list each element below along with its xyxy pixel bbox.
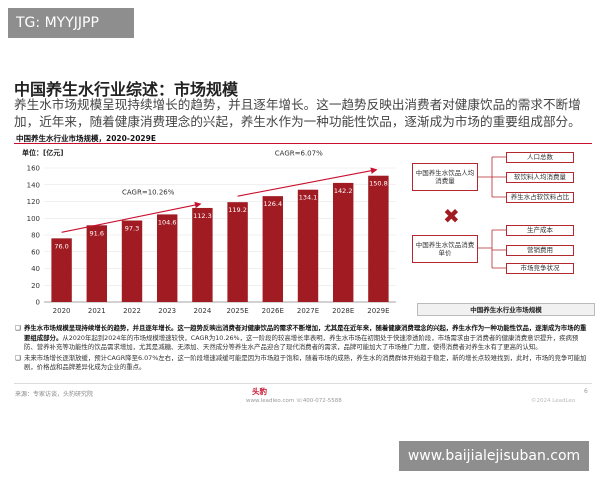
flow-item-top-3: 养生水占软饮料占比 (506, 192, 574, 203)
flow-result: 中国养生水行业市场规模 (417, 303, 595, 316)
x-tick-label: 2029E (367, 307, 389, 315)
y-tick-label: 40 (31, 265, 40, 273)
cagr-label: CAGR=6.07% (275, 150, 323, 158)
y-tick-label: 160 (27, 165, 40, 173)
bar-value-label: 76.0 (54, 242, 68, 250)
y-tick-label: 120 (27, 198, 40, 206)
bar-value-label: 126.4 (263, 200, 282, 208)
cagr-arrow (61, 201, 202, 233)
bar-value-label: 134.1 (299, 194, 318, 202)
chart-title: 中国养生水行业市场规模，2020-2029E (16, 134, 156, 143)
copyright: ©2024 LeadLeo (531, 398, 576, 404)
x-tick-label: 2023 (158, 307, 176, 315)
title-divider (14, 143, 592, 144)
y-tick-label: 60 (31, 248, 40, 256)
footer-divider (14, 383, 592, 384)
bar-chart: 0 20 40 60 80 100 120 140 160 76.0 2020 91.6 2021 97… (27, 150, 396, 315)
x-tick-label: 2028E (332, 307, 354, 315)
y-tick-label: 80 (31, 232, 40, 240)
bar (332, 182, 354, 302)
bar (227, 202, 248, 302)
note-item: ❑ 未来市场增长逐渐放缓，预计CAGR降至6.07%左右，这一阶段增速减缓可能是… (15, 354, 590, 373)
page-number: 6 (584, 388, 588, 395)
x-tick-label: 2026E (262, 307, 284, 315)
x-tick-label: 2021 (88, 307, 106, 315)
x-tick-label: 2020 (53, 307, 71, 315)
chart-unit: 单位：[亿元] (22, 149, 64, 157)
brand-contact: www.leadleo.com ☏400-072-5588 (246, 398, 342, 404)
bar-value-label: 142.2 (334, 187, 353, 195)
x-tick-label: 2027E (297, 307, 319, 315)
flow-center-bottom: 中国养生水饮品消费单价 (412, 235, 478, 263)
bar-value-label: 112.3 (193, 212, 212, 220)
y-tick-label: 0 (36, 299, 40, 307)
flow-item-bottom-2: 营销费用 (506, 245, 574, 256)
bar (121, 220, 143, 302)
multiply-icon: ✖ (443, 204, 460, 228)
y-tick-label: 20 (31, 282, 40, 290)
flow-item-bottom-3: 市场竞争状况 (506, 263, 574, 274)
checkbox-icon: ❑ (15, 324, 21, 332)
flow-item-bottom-1: 生产成本 (506, 225, 574, 236)
flow-item-top-1: 人口总数 (506, 152, 574, 163)
bar (86, 225, 108, 302)
bar (368, 175, 389, 302)
bar (51, 238, 72, 302)
bar (297, 189, 319, 302)
notes: ❑ 养生水市场规模呈现持续增长的趋势，并且逐年增长。这一趋势反映出消费者对健康饮… (15, 324, 590, 374)
note-text: 从2020年起到2024年的市场规模增速较快，CAGR为10.26%，这一阶段的… (24, 333, 579, 352)
bar-value-label: 150.8 (369, 180, 388, 188)
flow-item-top-2: 软饮料人均消费量 (506, 172, 574, 183)
source-note: 来源：专家访谈，头豹研究院 (15, 391, 94, 398)
x-tick-label: 2024 (193, 307, 211, 315)
cagr-arrow (237, 167, 378, 197)
bar-value-label: 97.3 (125, 225, 139, 233)
checkbox-icon: ❑ (15, 353, 21, 362)
cagr-label: CAGR=10.26% (122, 189, 175, 197)
note-bold: 养生水市场规模呈现持续增长的趋势，并且逐年增长。这一趋势反映出消费者对健康饮品的… (24, 324, 587, 342)
page-title: 中国养生水行业综述：市场规模 (14, 80, 239, 99)
x-tick-label: 2025E (226, 307, 248, 315)
y-tick-label: 100 (27, 215, 40, 223)
bar-value-label: 104.6 (158, 218, 177, 226)
bar (262, 196, 284, 302)
lead-paragraph: 养生水市场规模呈现持续增长的趋势，并且逐年增长。这一趋势反映出消费者对健康饮品的… (14, 97, 581, 129)
y-tick-label: 140 (27, 181, 40, 189)
bar (192, 207, 213, 302)
bar (156, 214, 178, 302)
bar-value-label: 91.6 (90, 229, 104, 237)
flow-center-top: 中国养生水饮品人均消费量 (412, 163, 478, 191)
brand-logo: 头豹 (252, 387, 267, 396)
note-text: 未来市场增长逐渐放缓，预计CAGR降至6.07%左右，这一阶段增速减缓可能是因为… (24, 353, 587, 372)
watermark-label: www.baijialejisuban.com (399, 441, 589, 471)
tag-label: TG: MYYJJPP (8, 8, 134, 38)
note-item: ❑ 养生水市场规模呈现持续增长的趋势，并且逐年增长。这一趋势反映出消费者对健康饮… (15, 324, 590, 353)
bar-value-label: 119.2 (228, 206, 247, 214)
x-tick-label: 2022 (123, 307, 141, 315)
